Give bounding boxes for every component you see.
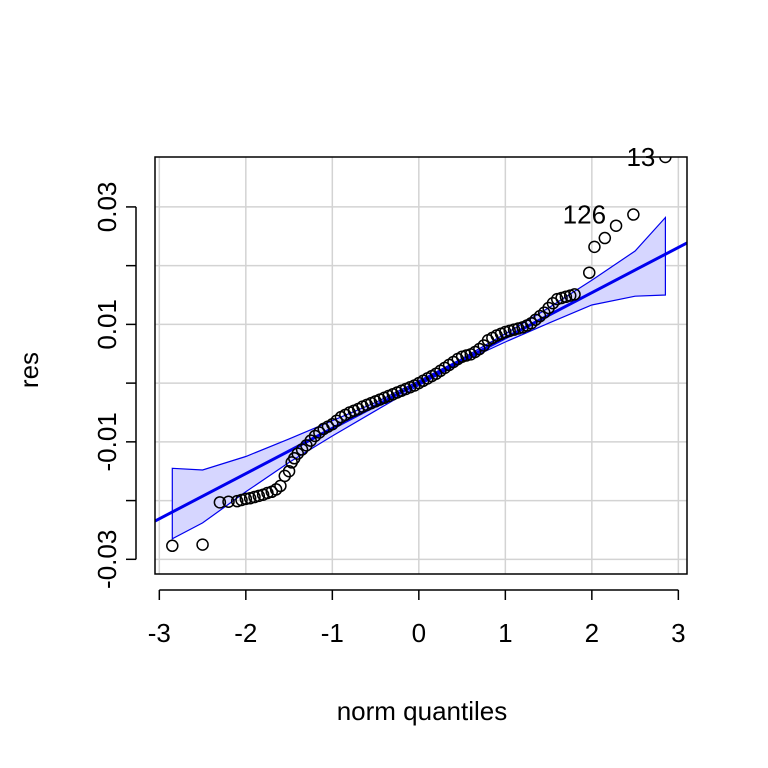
x-tick-label-1: -2: [234, 618, 257, 648]
x-tick-label-3: 0: [412, 618, 426, 648]
data-point: [588, 240, 601, 254]
data-point: [295, 443, 309, 456]
data-point: [269, 483, 283, 496]
x-axis-label: norm quantiles: [337, 696, 508, 726]
data-point: [278, 469, 292, 483]
data-point: [313, 426, 326, 439]
data-point: [598, 231, 612, 245]
data-point: [627, 208, 640, 221]
y-tick-label-0: -0.03: [92, 530, 122, 589]
x-tick-label-2: -1: [321, 618, 344, 648]
y-axis-label: res: [14, 352, 44, 388]
data-point: [529, 313, 542, 326]
y-tick-label-1: -0.01: [92, 412, 122, 471]
data-point: [282, 464, 296, 478]
data-point: [473, 342, 486, 356]
x-tick-label-6: 3: [671, 618, 685, 648]
fit-line: [155, 241, 687, 523]
data-points: [166, 157, 672, 553]
data-point: [166, 539, 179, 553]
data-point: [525, 316, 538, 330]
fit-line-group: [155, 241, 687, 523]
data-point: [196, 538, 209, 551]
data-point: [330, 414, 343, 427]
data-point: [222, 495, 235, 509]
data-point: [533, 309, 547, 323]
data-point: [291, 447, 304, 460]
x-tick-label-0: -3: [148, 618, 171, 648]
point-label-126: 126: [563, 200, 606, 230]
x-tick-label-4: 1: [498, 618, 512, 648]
grid: [155, 157, 687, 574]
data-point: [239, 492, 253, 506]
data-point: [609, 219, 623, 232]
data-point: [213, 496, 227, 509]
y-tick-label-2: 0.01: [92, 299, 122, 350]
x-tick-label-5: 2: [585, 618, 599, 648]
data-point: [659, 157, 672, 164]
data-point: [568, 288, 581, 301]
data-point: [326, 417, 339, 431]
plot-frame: [154, 156, 688, 575]
data-point: [308, 429, 322, 443]
y-tick-label-3: 0.03: [92, 182, 122, 233]
axes: -3 -2 -1 0 1 2 3 -0.03 -0.01 0.01 0.03: [92, 156, 688, 648]
data-point: [583, 266, 596, 279]
